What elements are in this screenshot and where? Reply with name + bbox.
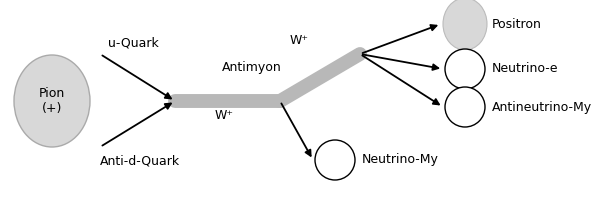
Text: u-Quark: u-Quark [108, 36, 159, 49]
Circle shape [315, 140, 355, 180]
Text: W⁺: W⁺ [290, 34, 309, 47]
Ellipse shape [14, 55, 90, 147]
Text: Neutrino-e: Neutrino-e [492, 62, 558, 76]
Circle shape [445, 87, 485, 127]
Text: Positron: Positron [492, 18, 542, 31]
Ellipse shape [443, 0, 487, 50]
Text: Antimyon: Antimyon [222, 61, 282, 74]
Circle shape [445, 49, 485, 89]
Text: Neutrino-My: Neutrino-My [362, 154, 439, 166]
Text: Pion
(+): Pion (+) [39, 87, 65, 115]
Text: Antineutrino-My: Antineutrino-My [492, 101, 592, 114]
Text: Anti-d-Quark: Anti-d-Quark [100, 154, 180, 167]
Text: W⁺: W⁺ [215, 109, 234, 122]
